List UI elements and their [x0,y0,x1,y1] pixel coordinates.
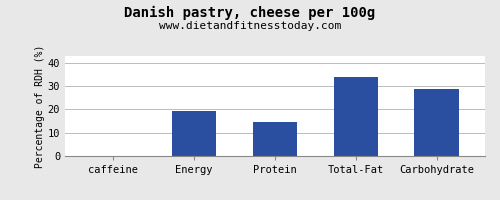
Bar [172,111,216,156]
Bar [253,122,297,156]
Bar [414,89,459,156]
Y-axis label: Percentage of RDH (%): Percentage of RDH (%) [35,44,45,168]
Text: Danish pastry, cheese per 100g: Danish pastry, cheese per 100g [124,6,376,20]
Text: www.dietandfitnesstoday.com: www.dietandfitnesstoday.com [159,21,341,31]
Bar [334,77,378,156]
